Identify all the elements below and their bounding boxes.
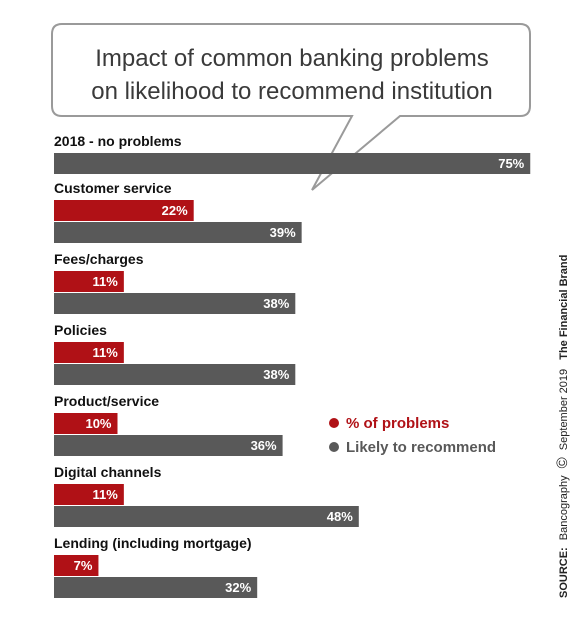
source-date: September 2019 (558, 369, 570, 450)
bar-problems-lending-including-mortgage (54, 555, 99, 576)
legend-marker-recommend (329, 442, 339, 452)
data-label-recommend-customer-service: 39% (270, 225, 296, 240)
source-name: Bancography (558, 475, 570, 540)
bar-problems-policies (54, 342, 124, 363)
category-label-lending-including-mortgage: Lending (including mortgage) (54, 535, 252, 551)
bar-recommend-policies (54, 364, 296, 385)
legend-marker-problems (329, 418, 339, 428)
bar-problems-product-service (54, 413, 118, 434)
legend-label-recommend: Likely to recommend (346, 439, 496, 456)
bar-recommend-digital-channels (54, 506, 359, 527)
data-label-problems-fees-charges: 11% (93, 274, 119, 289)
data-label-recommend-2018-no-problems: 75% (498, 156, 524, 171)
category-label-2018-no-problems: 2018 - no problems (54, 133, 182, 149)
source-label: SOURCE: (558, 547, 570, 598)
category-label-digital-channels: Digital channels (54, 464, 162, 480)
data-label-problems-lending-including-mortgage: 7% (74, 558, 93, 573)
category-label-customer-service: Customer service (54, 180, 172, 196)
bar-recommend-customer-service (54, 222, 302, 243)
category-label-product-service: Product/service (54, 393, 159, 409)
bars-layer: 2018 - no problems 75% Customer service 22%… (54, 133, 531, 598)
data-label-problems-product-service: 10% (85, 416, 111, 431)
bar-recommend-lending-including-mortgage (54, 577, 258, 598)
category-label-policies: Policies (54, 322, 107, 338)
copyright-icon: © (554, 457, 571, 468)
bar-problems-fees-charges (54, 271, 124, 292)
data-label-recommend-product-service: 36% (251, 438, 277, 453)
data-label-problems-customer-service: 22% (162, 203, 188, 218)
legend-label-problems: % of problems (346, 415, 449, 432)
data-label-problems-policies: 11% (93, 345, 119, 360)
data-label-recommend-lending-including-mortgage: 32% (225, 580, 251, 595)
bar-recommend-fees-charges (54, 293, 296, 314)
bar-recommend-2018-no-problems (54, 153, 531, 174)
data-label-problems-digital-channels: 11% (93, 487, 119, 502)
category-label-fees-charges: Fees/charges (54, 251, 144, 267)
bar-problems-digital-channels (54, 484, 124, 505)
data-label-recommend-policies: 38% (263, 367, 289, 382)
data-label-recommend-digital-channels: 48% (327, 509, 353, 524)
data-label-recommend-fees-charges: 38% (263, 296, 289, 311)
bar-problems-customer-service (54, 200, 194, 221)
legend: % of problems Likely to recommend (329, 415, 496, 456)
chart-title-line-2: on likelihood to recommend institution (91, 78, 493, 105)
source-brand: The Financial Brand (558, 255, 570, 360)
source-credit: SOURCE: Bancography © September 2019 The… (554, 255, 571, 598)
chart-title-line-1: Impact of common banking problems (95, 45, 489, 72)
bar-recommend-product-service (54, 435, 283, 456)
